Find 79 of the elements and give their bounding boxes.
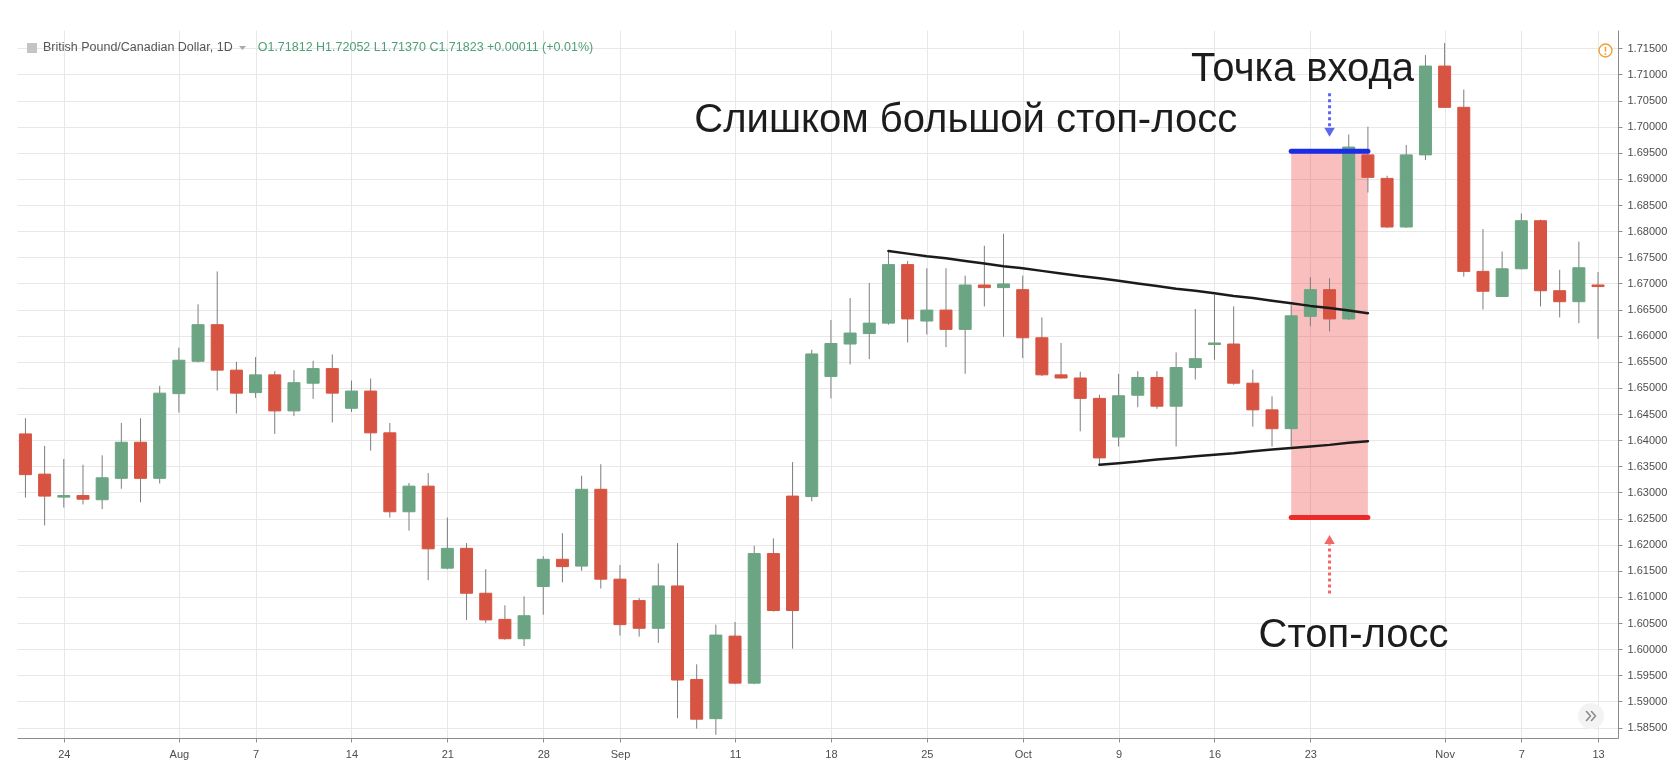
y-tick-label: 1.61500 bbox=[1627, 564, 1668, 577]
y-tick-label: 1.66000 bbox=[1627, 329, 1668, 342]
x-tick-label: 11 bbox=[729, 747, 742, 760]
y-tick-label: 1.62000 bbox=[1627, 538, 1668, 551]
text: O1.71812 H1.72052 L1.71370 C1.71823 +0.00011 (+0.01%) bbox=[257, 40, 594, 55]
x-tick-label: 24 bbox=[58, 747, 71, 760]
candlestick bbox=[555, 532, 569, 583]
candlestick bbox=[1131, 370, 1145, 408]
candlestick bbox=[306, 360, 320, 400]
y-tick-label: 1.59500 bbox=[1627, 668, 1668, 681]
x-tick-label: Oct bbox=[1014, 747, 1032, 760]
y-tick-label: 1.63500 bbox=[1627, 459, 1668, 472]
text: British Pound/Canadian Dollar, 1D bbox=[43, 40, 233, 55]
candlestick bbox=[862, 282, 876, 360]
y-tick-label: 1.59000 bbox=[1627, 694, 1668, 707]
x-tick-label: Nov bbox=[1435, 747, 1456, 760]
y-tick-label: 1.68000 bbox=[1627, 224, 1668, 237]
line-series bbox=[1098, 439, 1370, 466]
candlestick bbox=[1553, 269, 1567, 318]
candlestick bbox=[95, 454, 109, 510]
y-tick-label: 1.67000 bbox=[1627, 276, 1668, 289]
annotation: Стоп-лосс bbox=[1258, 610, 1449, 655]
candlestick bbox=[517, 595, 531, 647]
x-tick-label: 28 bbox=[537, 747, 550, 760]
candlestick bbox=[920, 267, 934, 336]
candlestick bbox=[1361, 126, 1375, 193]
x-tick-label: 7 bbox=[1518, 747, 1525, 760]
candlestick bbox=[249, 356, 263, 399]
candlestick bbox=[498, 604, 512, 641]
y-tick-label: 1.70500 bbox=[1627, 94, 1668, 107]
y-tick-label: 1.71000 bbox=[1627, 67, 1668, 80]
candlestick bbox=[939, 267, 953, 348]
x-tick-label: 13 bbox=[1592, 747, 1605, 760]
line-series bbox=[887, 249, 1370, 315]
annotation: Слишком большой стоп-лосс bbox=[694, 96, 1238, 141]
x-tick-label: Sep bbox=[610, 747, 631, 760]
y-tick-label: 1.67500 bbox=[1627, 250, 1668, 263]
x-tick-label: 9 bbox=[1116, 747, 1123, 760]
x-tick-label: 18 bbox=[825, 747, 838, 760]
y-tick-label: 1.69500 bbox=[1627, 146, 1668, 159]
candlestick bbox=[38, 445, 52, 526]
x-tick-label: 16 bbox=[1208, 747, 1222, 760]
y-tick-label: 1.71500 bbox=[1627, 41, 1668, 54]
y-tick-label: 1.61000 bbox=[1627, 590, 1668, 603]
y-tick-label: 1.62500 bbox=[1627, 512, 1668, 525]
y-tick-label: 1.60500 bbox=[1627, 616, 1668, 629]
y-tick-label: 1.63000 bbox=[1627, 485, 1668, 498]
candlestick bbox=[1054, 342, 1068, 380]
x-tick-label: 7 bbox=[253, 747, 260, 760]
candlestick bbox=[344, 380, 358, 413]
y-tick-label: 1.69000 bbox=[1627, 172, 1668, 185]
x-tick-label: 23 bbox=[1304, 747, 1317, 760]
x-tick-label: 25 bbox=[921, 747, 934, 760]
candlestick bbox=[843, 297, 857, 365]
y-tick-label: 1.68500 bbox=[1627, 198, 1668, 211]
y-tick-label: 1.60000 bbox=[1627, 642, 1668, 655]
x-tick-label: Aug bbox=[169, 747, 190, 760]
candlestick bbox=[57, 458, 71, 509]
x-tick-label: 14 bbox=[345, 747, 359, 760]
y-tick-label: 1.65500 bbox=[1627, 355, 1668, 368]
candlestick bbox=[229, 361, 243, 415]
x-tick-label: 21 bbox=[441, 747, 454, 760]
candlestick bbox=[1073, 371, 1087, 432]
candlestick bbox=[1591, 271, 1605, 340]
annotation: Точка входа bbox=[1191, 45, 1415, 90]
candlestick bbox=[977, 245, 991, 307]
y-tick-label: 1.58500 bbox=[1627, 721, 1668, 734]
candlestick bbox=[1207, 294, 1221, 361]
y-tick-label: 1.70000 bbox=[1627, 120, 1668, 133]
y-tick-label: 1.66500 bbox=[1627, 303, 1668, 316]
candlestick bbox=[1476, 228, 1490, 311]
y-tick-label: 1.65000 bbox=[1627, 381, 1668, 394]
candlestick bbox=[997, 233, 1011, 338]
candlestick bbox=[76, 464, 90, 505]
y-tick-label: 1.64000 bbox=[1627, 433, 1668, 446]
candlestick bbox=[440, 517, 454, 570]
candlestick bbox=[1265, 395, 1279, 447]
candlestick bbox=[1188, 308, 1202, 381]
y-tick-label: 1.64500 bbox=[1627, 407, 1668, 420]
